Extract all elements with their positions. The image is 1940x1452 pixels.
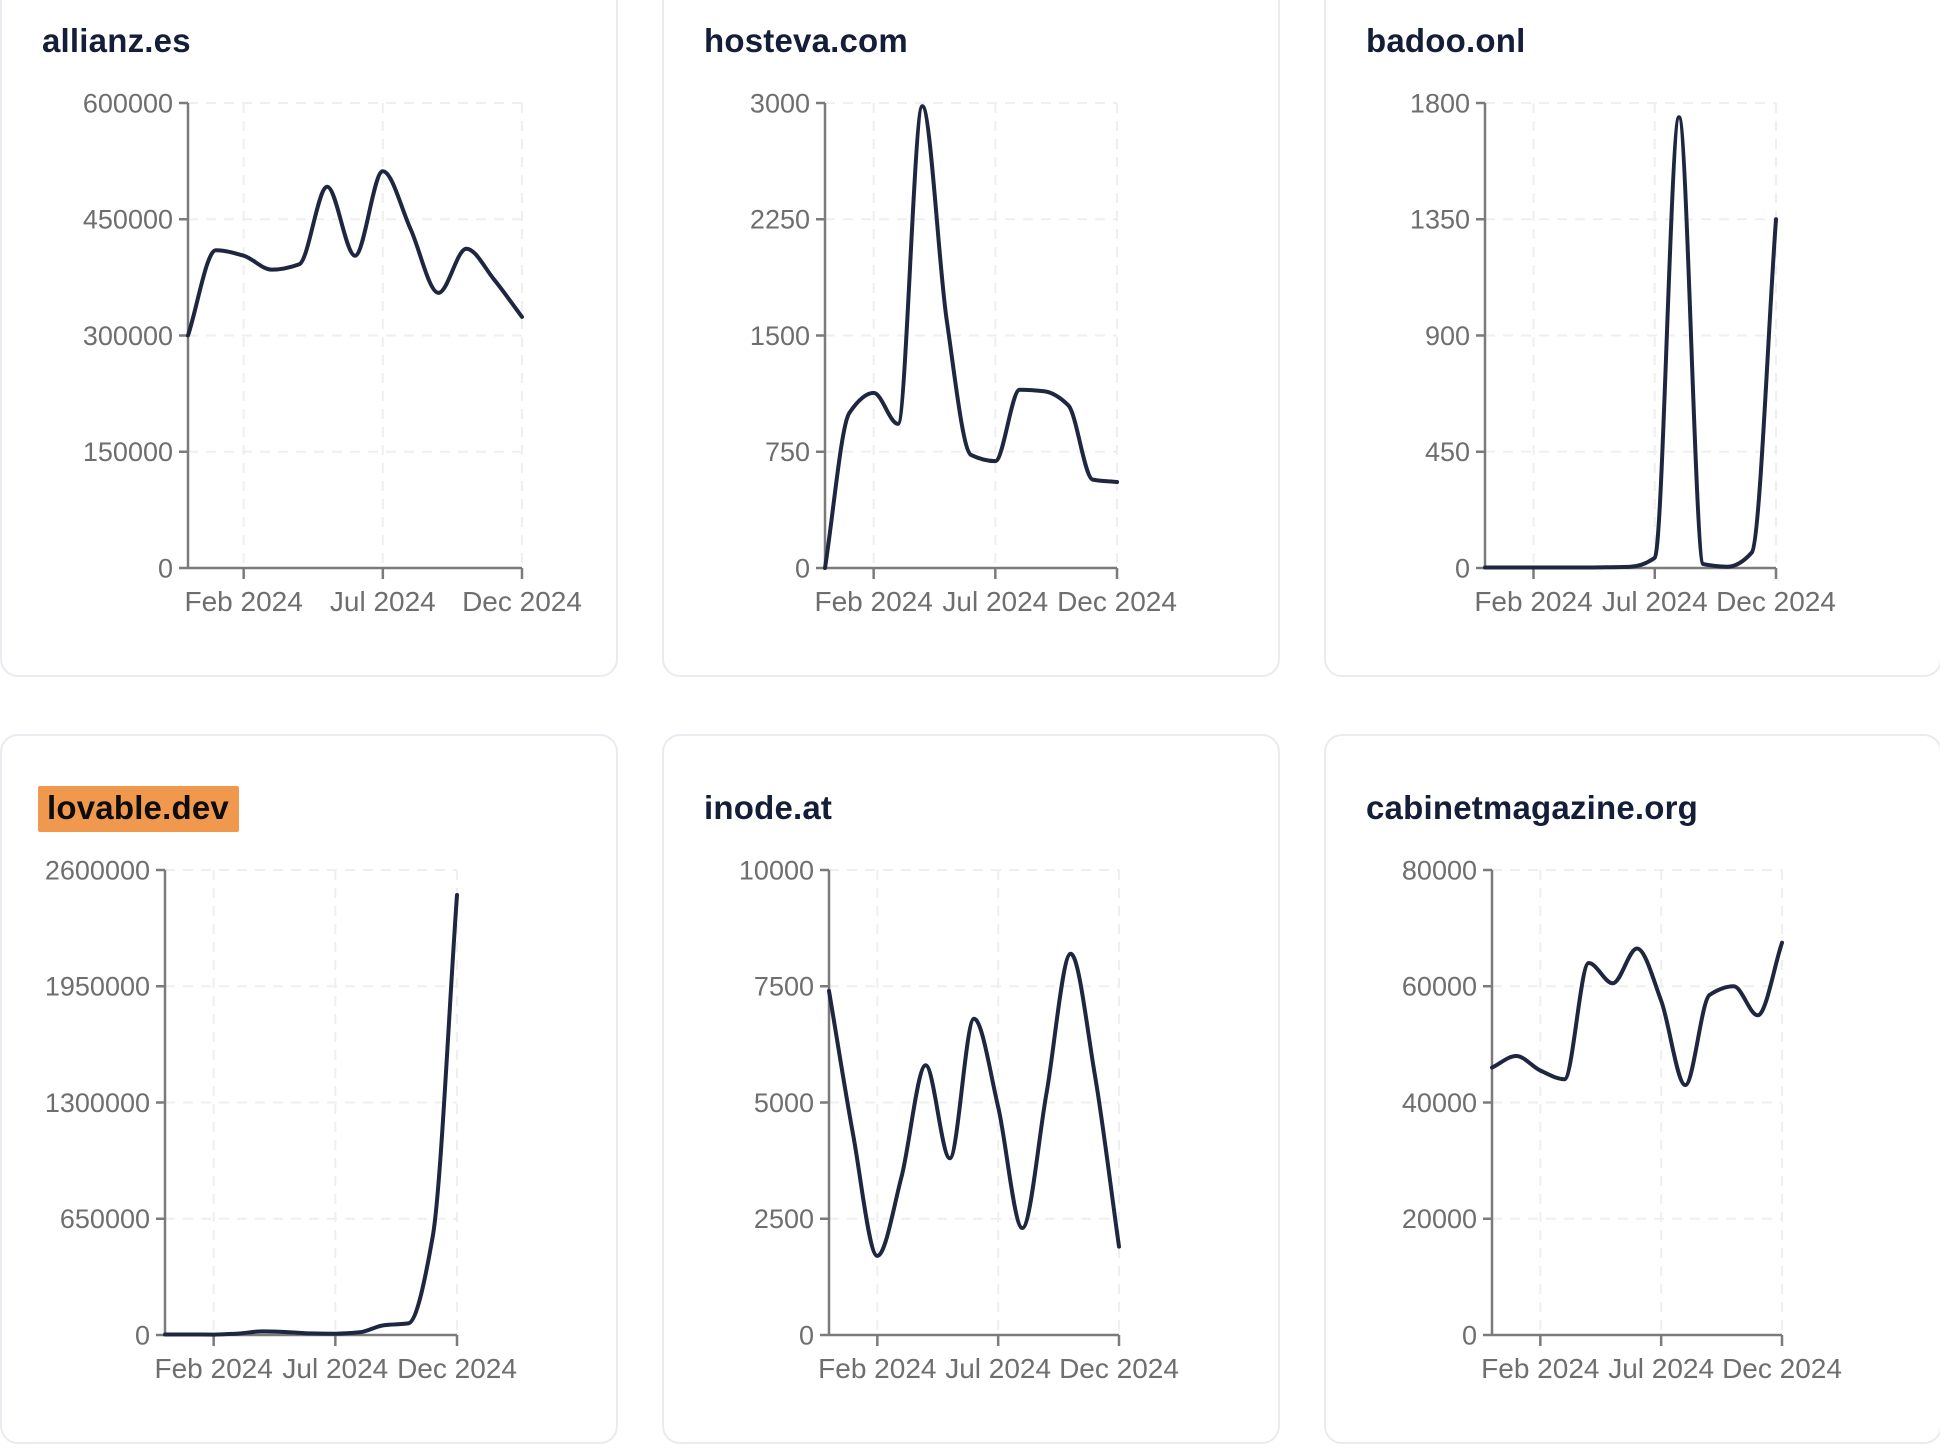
- y-tick-label: 650000: [60, 1204, 150, 1234]
- chart-title: cabinetmagazine.org: [1366, 786, 1900, 830]
- y-tick-label: 600000: [83, 88, 173, 118]
- line-series: [163, 893, 459, 1337]
- line-chart: 0 650000 1300000 1950000 2600000 Feb 2024 Jul …: [45, 855, 517, 1384]
- x-tick-label: Feb 2024: [1474, 586, 1592, 617]
- chart-title-text[interactable]: hosteva.com: [704, 22, 908, 59]
- x-tick-label: Dec 2024: [397, 1353, 517, 1384]
- y-tick-label: 300000: [83, 321, 173, 351]
- line-chart: 0 2500 5000 7500 10000 Feb 2024 Jul 2024 Dec 20…: [739, 855, 1179, 1384]
- x-tick-label: Jul 2024: [1608, 1353, 1714, 1384]
- line-series: [186, 169, 524, 338]
- y-tick-label: 0: [795, 553, 810, 583]
- y-tick-label: 60000: [1402, 972, 1477, 1002]
- y-tick-label: 0: [158, 553, 173, 583]
- y-tick-label: 1950000: [45, 972, 150, 1002]
- y-tick-label: 0: [1462, 1320, 1477, 1350]
- line-series: [827, 951, 1121, 1258]
- chart-title-text[interactable]: lovable.dev: [38, 786, 239, 832]
- x-tick-label: Jul 2024: [942, 586, 1048, 617]
- x-tick-label: Feb 2024: [155, 1353, 273, 1384]
- y-tick-label: 1500: [750, 321, 810, 351]
- y-tick-label: 40000: [1402, 1088, 1477, 1118]
- y-tick-label: 2600000: [45, 855, 150, 885]
- chart-card-badoo[interactable]: badoo.onl 0 450 900 1350 1800 Feb 2024 Jul 202…: [1324, 0, 1940, 677]
- y-tick-label: 0: [135, 1320, 150, 1350]
- chart-title: hosteva.com: [704, 19, 1238, 63]
- x-tick-label: Feb 2024: [818, 1353, 936, 1384]
- chart-card-lovable[interactable]: lovable.dev 0 650000 1300000 1950000 2600000…: [0, 734, 618, 1444]
- chart-title-text[interactable]: allianz.es: [42, 22, 191, 59]
- chart-card-cabinetmagazine[interactable]: cabinetmagazine.org 0 20000 40000 60000 8000…: [1324, 734, 1940, 1444]
- y-tick-label: 2500: [754, 1204, 814, 1234]
- x-tick-label: Feb 2024: [815, 586, 933, 617]
- chart-title-text[interactable]: badoo.onl: [1366, 22, 1526, 59]
- y-tick-label: 0: [1455, 553, 1470, 583]
- x-tick-label: Dec 2024: [1716, 586, 1836, 617]
- chart-title-text[interactable]: cabinetmagazine.org: [1366, 789, 1699, 826]
- y-tick-label: 1300000: [45, 1088, 150, 1118]
- y-tick-label: 3000: [750, 88, 810, 118]
- y-tick-label: 750: [765, 437, 810, 467]
- y-tick-label: 1800: [1410, 88, 1470, 118]
- y-tick-label: 150000: [83, 437, 173, 467]
- y-tick-label: 0: [799, 1320, 814, 1350]
- chart-card-inode[interactable]: inode.at 0 2500 5000 7500 10000 Feb 2024 Jul 2…: [662, 734, 1280, 1444]
- chart-title: inode.at: [704, 786, 1238, 830]
- y-tick-label: 5000: [754, 1088, 814, 1118]
- x-tick-label: Jul 2024: [330, 586, 436, 617]
- line-chart: 0 150000 300000 450000 600000 Feb 2024 Jul 202…: [83, 88, 582, 617]
- y-tick-label: 1350: [1410, 205, 1470, 235]
- y-tick-label: 450000: [83, 205, 173, 235]
- line-series: [823, 104, 1119, 570]
- x-tick-label: Jul 2024: [1602, 586, 1708, 617]
- x-tick-label: Dec 2024: [462, 586, 582, 617]
- line-series: [1490, 940, 1784, 1088]
- chart-card-hosteva[interactable]: hosteva.com 0 750 1500 2250 3000 Feb 2024 Jul …: [662, 0, 1280, 677]
- y-tick-label: 80000: [1402, 855, 1477, 885]
- x-tick-label: Feb 2024: [1481, 1353, 1599, 1384]
- y-tick-label: 450: [1425, 437, 1470, 467]
- x-tick-label: Jul 2024: [282, 1353, 388, 1384]
- y-tick-label: 900: [1425, 321, 1470, 351]
- chart-card-allianz[interactable]: allianz.es 0 150000 300000 450000 600000 Feb …: [0, 0, 618, 677]
- chart-title: allianz.es: [42, 19, 576, 63]
- x-tick-label: Feb 2024: [185, 586, 303, 617]
- x-tick-label: Dec 2024: [1722, 1353, 1842, 1384]
- chart-title: badoo.onl: [1366, 19, 1900, 63]
- line-series: [1483, 115, 1778, 570]
- y-tick-label: 10000: [739, 855, 814, 885]
- chart-title-text[interactable]: inode.at: [704, 789, 833, 826]
- x-tick-label: Dec 2024: [1057, 586, 1177, 617]
- x-tick-label: Jul 2024: [945, 1353, 1051, 1384]
- x-tick-label: Dec 2024: [1059, 1353, 1179, 1384]
- line-chart: 0 20000 40000 60000 80000 Feb 2024 Jul 2024 Dec…: [1402, 855, 1842, 1384]
- line-chart: 0 450 900 1350 1800 Feb 2024 Jul 2024 Dec 2024: [1410, 88, 1836, 617]
- line-chart: 0 750 1500 2250 3000 Feb 2024 Jul 2024 Dec 2024: [750, 88, 1177, 617]
- y-tick-label: 7500: [754, 972, 814, 1002]
- chart-title: lovable.dev: [38, 786, 576, 832]
- y-tick-label: 2250: [750, 205, 810, 235]
- y-tick-label: 20000: [1402, 1204, 1477, 1234]
